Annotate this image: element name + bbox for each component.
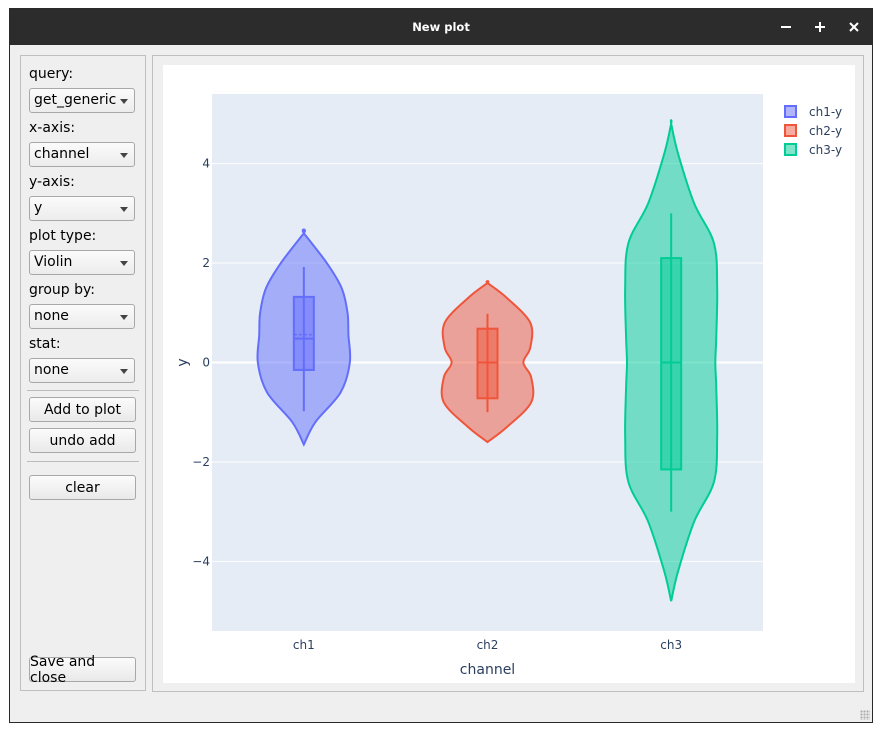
groupby-select[interactable]: none xyxy=(29,304,135,329)
undo-add-button[interactable]: undo add xyxy=(29,428,136,453)
plottype-select[interactable]: Violin xyxy=(29,250,135,275)
chevron-down-icon xyxy=(120,153,128,158)
legend-label: ch1-y xyxy=(809,105,842,119)
query-label: query: xyxy=(29,66,74,82)
chevron-down-icon xyxy=(120,315,128,320)
maximize-icon[interactable] xyxy=(810,17,830,37)
controls-panel: query: get_generic x-axis: channel y-axi… xyxy=(20,55,146,691)
y-tick-label: 4 xyxy=(202,157,210,171)
y-tick-label: 0 xyxy=(202,356,210,370)
x-axis-title: channel xyxy=(460,662,515,678)
groupby-select-value: none xyxy=(34,308,69,324)
chevron-down-icon xyxy=(120,207,128,212)
box-ch3-y xyxy=(660,257,683,471)
separator xyxy=(27,461,139,462)
plottype-select-value: Violin xyxy=(34,254,73,270)
legend-swatch-ch2-y xyxy=(784,124,797,137)
x-tick-label: ch2 xyxy=(477,638,499,652)
legend-label: ch3-y xyxy=(809,143,842,157)
clear-button[interactable]: clear xyxy=(29,475,136,500)
chevron-down-icon xyxy=(120,369,128,374)
legend-label: ch2-y xyxy=(809,124,842,138)
separator xyxy=(27,390,139,391)
save-and-close-button[interactable]: Save and close xyxy=(29,654,136,686)
legend-swatch-ch1-y xyxy=(784,105,797,118)
legend-swatch-ch3-y xyxy=(784,143,797,156)
plot-canvas[interactable]: −4 −2 0 2 4 ch1 ch2 ch3 channel y ch1-y ch2-y ch3-y xyxy=(163,65,855,683)
plottype-label: plot type: xyxy=(29,228,97,244)
plot-panel: −4 −2 0 2 4 ch1 ch2 ch3 channel y ch1-y ch2-y ch3-y xyxy=(152,55,864,692)
x-tick-label: ch3 xyxy=(660,638,682,652)
window-title: New plot xyxy=(412,20,470,34)
violin-chart[interactable]: −4 −2 0 2 4 ch1 ch2 ch3 channel y ch1-y ch2-y ch3-y xyxy=(163,65,855,683)
groupby-label: group by: xyxy=(29,282,95,298)
xaxis-select-value: channel xyxy=(34,146,90,162)
y-axis-title: y xyxy=(175,358,191,366)
y-tick-label: −4 xyxy=(192,554,210,568)
query-select-value: get_generic xyxy=(34,92,117,108)
minimize-icon[interactable] xyxy=(776,17,796,37)
add-to-plot-button[interactable]: Add to plot xyxy=(29,397,136,422)
stat-label: stat: xyxy=(29,336,61,352)
xaxis-select[interactable]: channel xyxy=(29,142,135,167)
resize-grip[interactable] xyxy=(860,710,870,720)
y-tick-label: 2 xyxy=(202,256,210,270)
x-tick-label: ch1 xyxy=(293,638,315,652)
yaxis-select[interactable]: y xyxy=(29,196,135,221)
stat-select-value: none xyxy=(34,362,69,378)
title-bar[interactable]: New plot xyxy=(10,9,872,45)
y-tick-label: −2 xyxy=(192,455,210,469)
chevron-down-icon xyxy=(120,261,128,266)
xaxis-label: x-axis: xyxy=(29,120,76,136)
plot-window: New plot query: get_generic x-axis: chan… xyxy=(9,8,873,723)
yaxis-label: y-axis: xyxy=(29,174,75,190)
chevron-down-icon xyxy=(120,99,128,104)
box-ch1-y xyxy=(292,295,315,371)
close-icon[interactable] xyxy=(844,17,864,37)
yaxis-select-value: y xyxy=(34,200,43,216)
stat-select[interactable]: none xyxy=(29,358,135,383)
query-select[interactable]: get_generic xyxy=(29,88,135,113)
